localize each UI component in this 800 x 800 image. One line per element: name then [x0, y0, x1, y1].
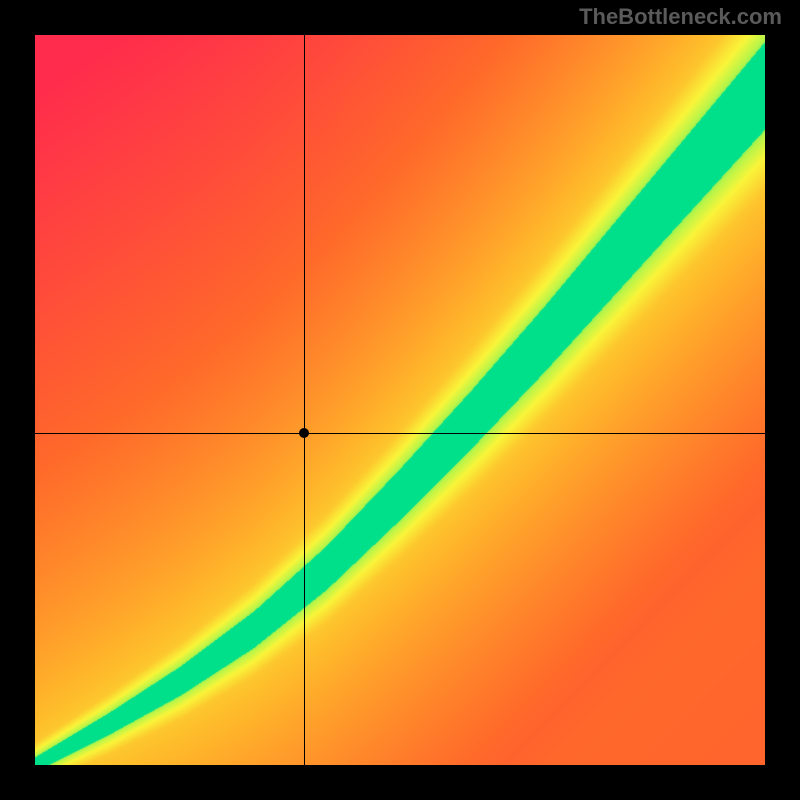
crosshair-horizontal	[35, 433, 765, 434]
crosshair-vertical	[304, 35, 305, 765]
crosshair-marker	[299, 428, 309, 438]
heatmap-canvas	[35, 35, 765, 765]
watermark-text: TheBottleneck.com	[579, 4, 782, 30]
chart-container: TheBottleneck.com	[0, 0, 800, 800]
plot-area	[35, 35, 765, 765]
